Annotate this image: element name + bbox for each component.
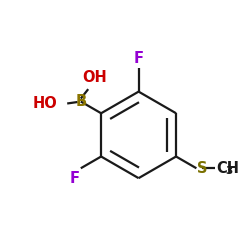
Text: HO: HO — [32, 96, 57, 112]
Text: 3: 3 — [226, 166, 233, 176]
Text: OH: OH — [82, 70, 107, 86]
Text: B: B — [75, 94, 86, 109]
Text: F: F — [134, 51, 143, 66]
Text: F: F — [70, 171, 80, 186]
Text: S: S — [197, 161, 208, 176]
Text: CH: CH — [216, 161, 239, 176]
